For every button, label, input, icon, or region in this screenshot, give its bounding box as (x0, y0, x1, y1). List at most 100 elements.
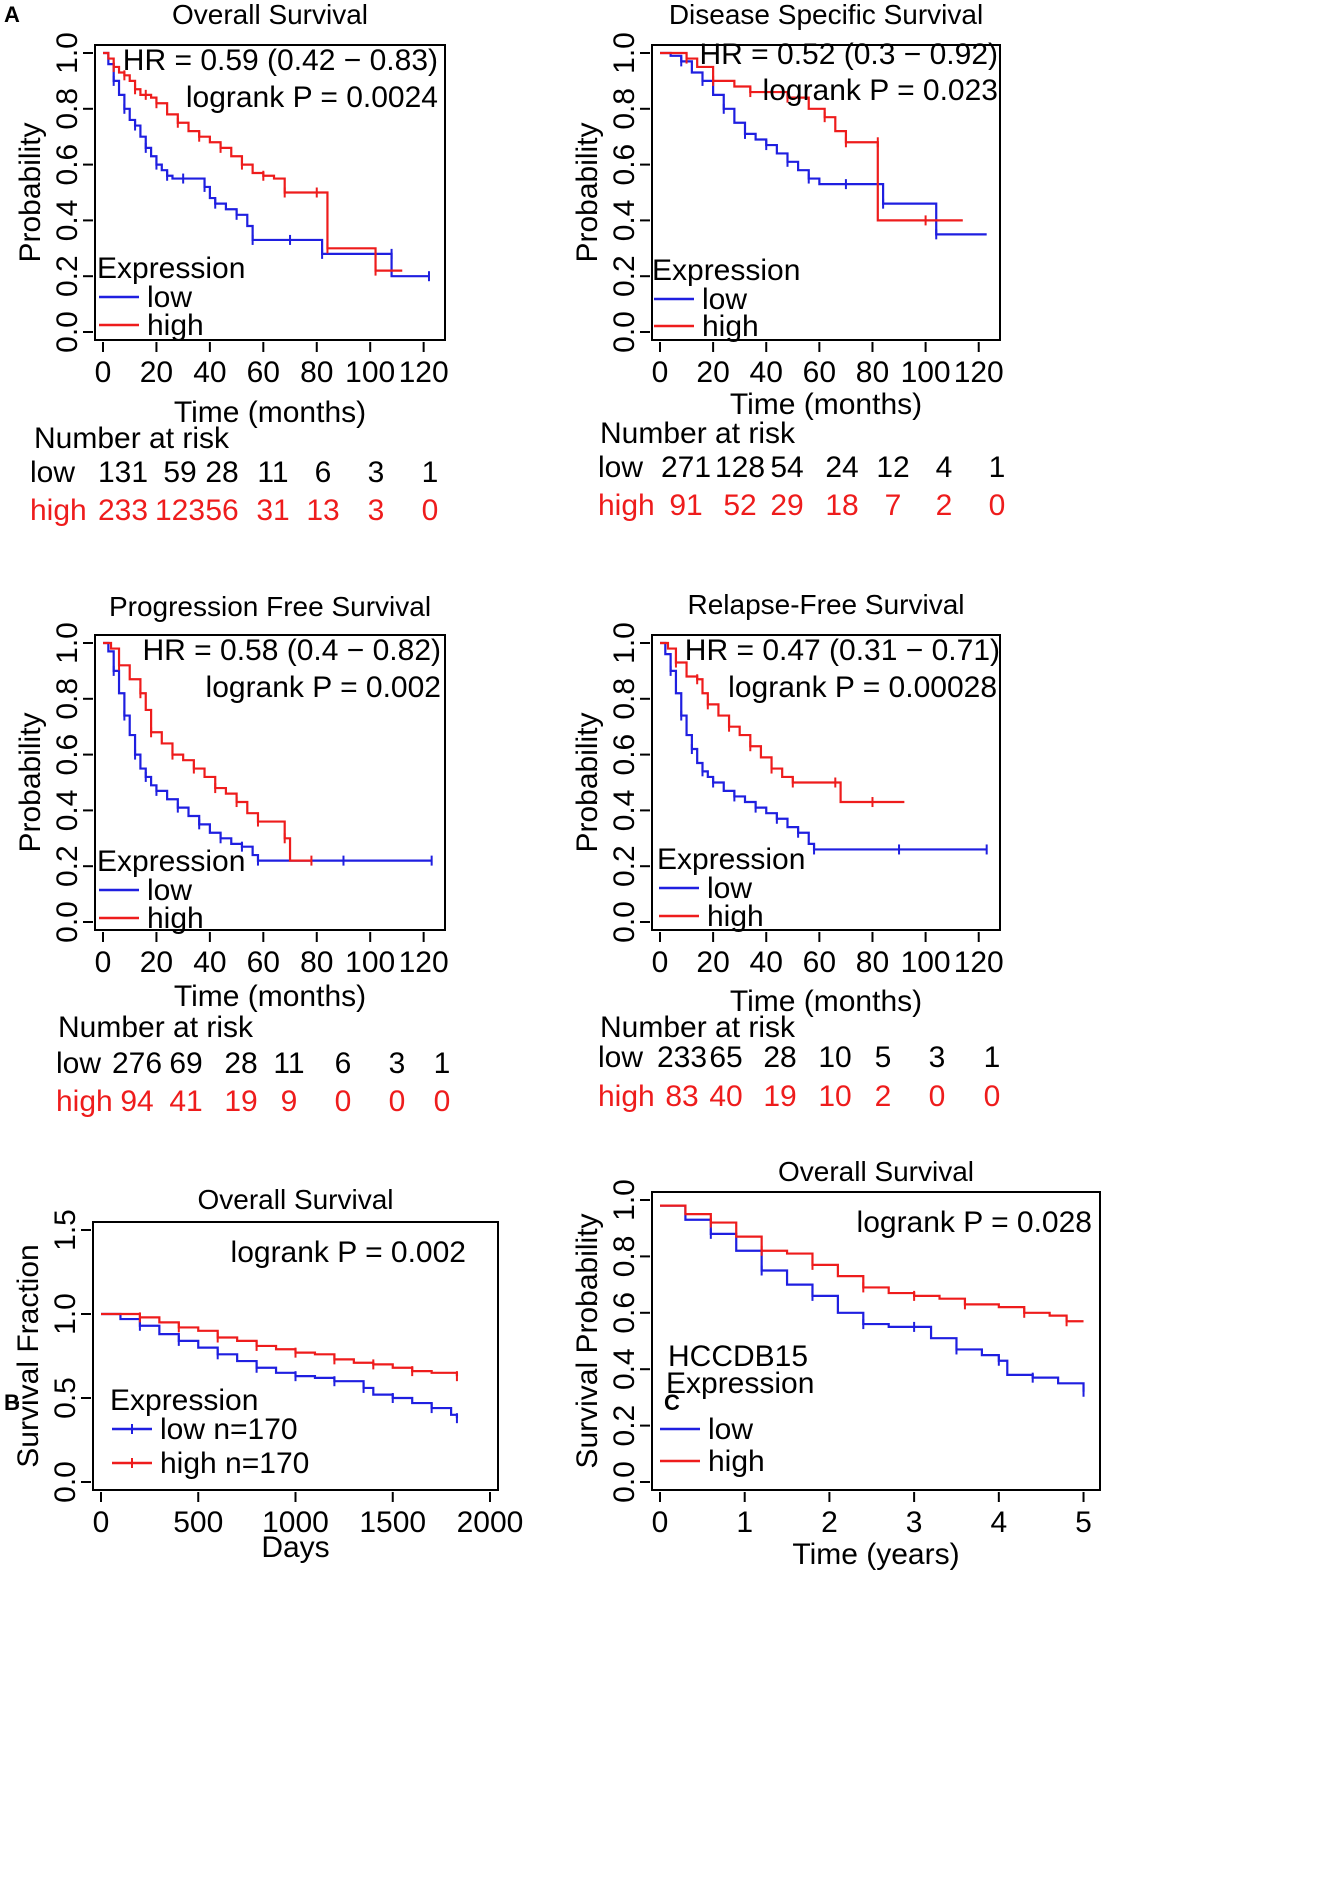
y-tick-label: 0.5 (49, 1377, 82, 1419)
y-axis-label: Survival Probability (571, 1213, 604, 1468)
risk-count-high: 91 (669, 489, 702, 522)
risk-row-label-low: low (30, 456, 75, 489)
stat-text: HR = 0.52 (0.3 − 0.92) (699, 38, 998, 71)
legend-title: Expression (666, 1367, 814, 1400)
risk-count-high: 41 (169, 1085, 202, 1118)
risk-count-low: 59 (163, 456, 196, 489)
risk-count-low: 1 (422, 456, 439, 489)
risk-count-high: 0 (984, 1080, 1001, 1113)
x-tick-label: 20 (696, 946, 729, 979)
x-tick-label: 80 (300, 356, 333, 389)
x-axis-label: Time (months) (174, 396, 366, 429)
legend-entry-high: high (147, 902, 204, 935)
risk-table-title: Number at risk (600, 417, 796, 450)
risk-count-high: 29 (770, 489, 803, 522)
x-tick-label: 1500 (359, 1506, 426, 1539)
x-axis-label: Time (months) (730, 985, 922, 1018)
risk-row-label-high: high (598, 489, 655, 522)
risk-count-high: 2 (936, 489, 953, 522)
x-axis-label: Time (years) (792, 1538, 959, 1571)
y-tick-label: 1.5 (49, 1209, 82, 1251)
x-tick-label: 0 (93, 1506, 110, 1539)
risk-count-high: 18 (825, 489, 858, 522)
y-axis-label: Probability (571, 712, 604, 852)
risk-count-high: 52 (723, 489, 756, 522)
y-tick-label: 0.0 (608, 1461, 641, 1503)
risk-row-label-high: high (30, 494, 87, 527)
legend-entry-high: high (708, 1445, 765, 1478)
legend-title: Expression (657, 843, 805, 876)
risk-count-low: 128 (715, 451, 765, 484)
x-tick-label: 20 (696, 356, 729, 389)
risk-count-high: 10 (818, 1080, 851, 1113)
risk-count-high: 19 (224, 1085, 257, 1118)
risk-row-label-high: high (598, 1080, 655, 1113)
y-tick-label: 0.2 (608, 1405, 641, 1447)
risk-count-low: 54 (770, 451, 803, 484)
risk-count-low: 28 (224, 1047, 257, 1080)
y-tick-label: 0.6 (51, 734, 84, 776)
legend-entry-high: high (707, 900, 764, 933)
risk-count-high: 83 (665, 1080, 698, 1113)
legend-title: Expression (97, 252, 245, 285)
y-tick-label: 0.2 (51, 255, 84, 297)
x-tick-label: 40 (750, 356, 783, 389)
plot-frame (651, 1191, 1101, 1491)
chart-title: Overall Survival (778, 1156, 974, 1187)
risk-count-high: 31 (256, 494, 289, 527)
x-axis-label: Time (months) (174, 980, 366, 1013)
x-tick-label: 2000 (457, 1506, 524, 1539)
risk-row-label-low: low (598, 451, 643, 484)
risk-count-low: 11 (257, 456, 288, 489)
survival-curve-high (660, 641, 905, 804)
risk-count-low: 11 (273, 1047, 304, 1080)
risk-row-label-high: high (56, 1085, 113, 1118)
x-axis-label: Days (261, 1531, 329, 1564)
y-axis-label: Survival Fraction (12, 1244, 45, 1467)
x-tick-label: 1000 (262, 1506, 329, 1539)
y-tick-label: 0.4 (51, 200, 84, 242)
risk-table-title: Number at risk (34, 422, 230, 455)
legend-title: Expression (652, 254, 800, 287)
stat-text: logrank P = 0.002 (231, 1236, 466, 1269)
x-tick-label: 2 (821, 1506, 838, 1539)
x-axis-label: Time (months) (730, 388, 922, 421)
x-tick-label: 5 (1075, 1506, 1092, 1539)
y-tick-label: 0.8 (608, 88, 641, 130)
y-tick-label: 1.0 (608, 1179, 641, 1221)
risk-count-high: 233 (98, 494, 148, 527)
stat-text: HR = 0.47 (0.31 − 0.71) (685, 634, 1000, 667)
risk-row-label-low: low (56, 1047, 101, 1080)
x-tick-label: 80 (300, 946, 333, 979)
x-tick-label: 0 (95, 946, 112, 979)
plot-frame (94, 634, 446, 931)
plot-c: Overall Survival 0 1 2 3 4 5 0.0 0.2 0.4 0.6 0.8 1.0… (571, 1156, 1101, 1571)
survival-curve-high (101, 1312, 459, 1377)
y-tick-label: 0.8 (51, 678, 84, 720)
dataset-annotation: HCCDB15 (668, 1340, 808, 1373)
y-tick-label: 0.2 (608, 255, 641, 297)
risk-count-low: 233 (657, 1041, 707, 1074)
legend-title: Expression (97, 845, 245, 878)
y-tick-label: 0.0 (51, 311, 84, 353)
risk-count-low: 28 (205, 456, 238, 489)
risk-count-high: 19 (763, 1080, 796, 1113)
risk-count-high: 123 (155, 494, 205, 527)
x-tick-label: 60 (247, 356, 280, 389)
x-tick-label: 20 (140, 356, 173, 389)
y-tick-label: 0.8 (608, 1236, 641, 1278)
risk-table-title: Number at risk (58, 1011, 254, 1044)
risk-count-low: 271 (661, 451, 711, 484)
risk-count-high: 0 (422, 494, 439, 527)
x-tick-label: 100 (345, 946, 395, 979)
plot-frame (651, 634, 1001, 931)
x-tick-label: 120 (399, 356, 449, 389)
chart-title: Relapse-Free Survival (688, 589, 965, 620)
legend-entry-low: low (702, 283, 747, 316)
x-tick-label: 0 (652, 1506, 669, 1539)
